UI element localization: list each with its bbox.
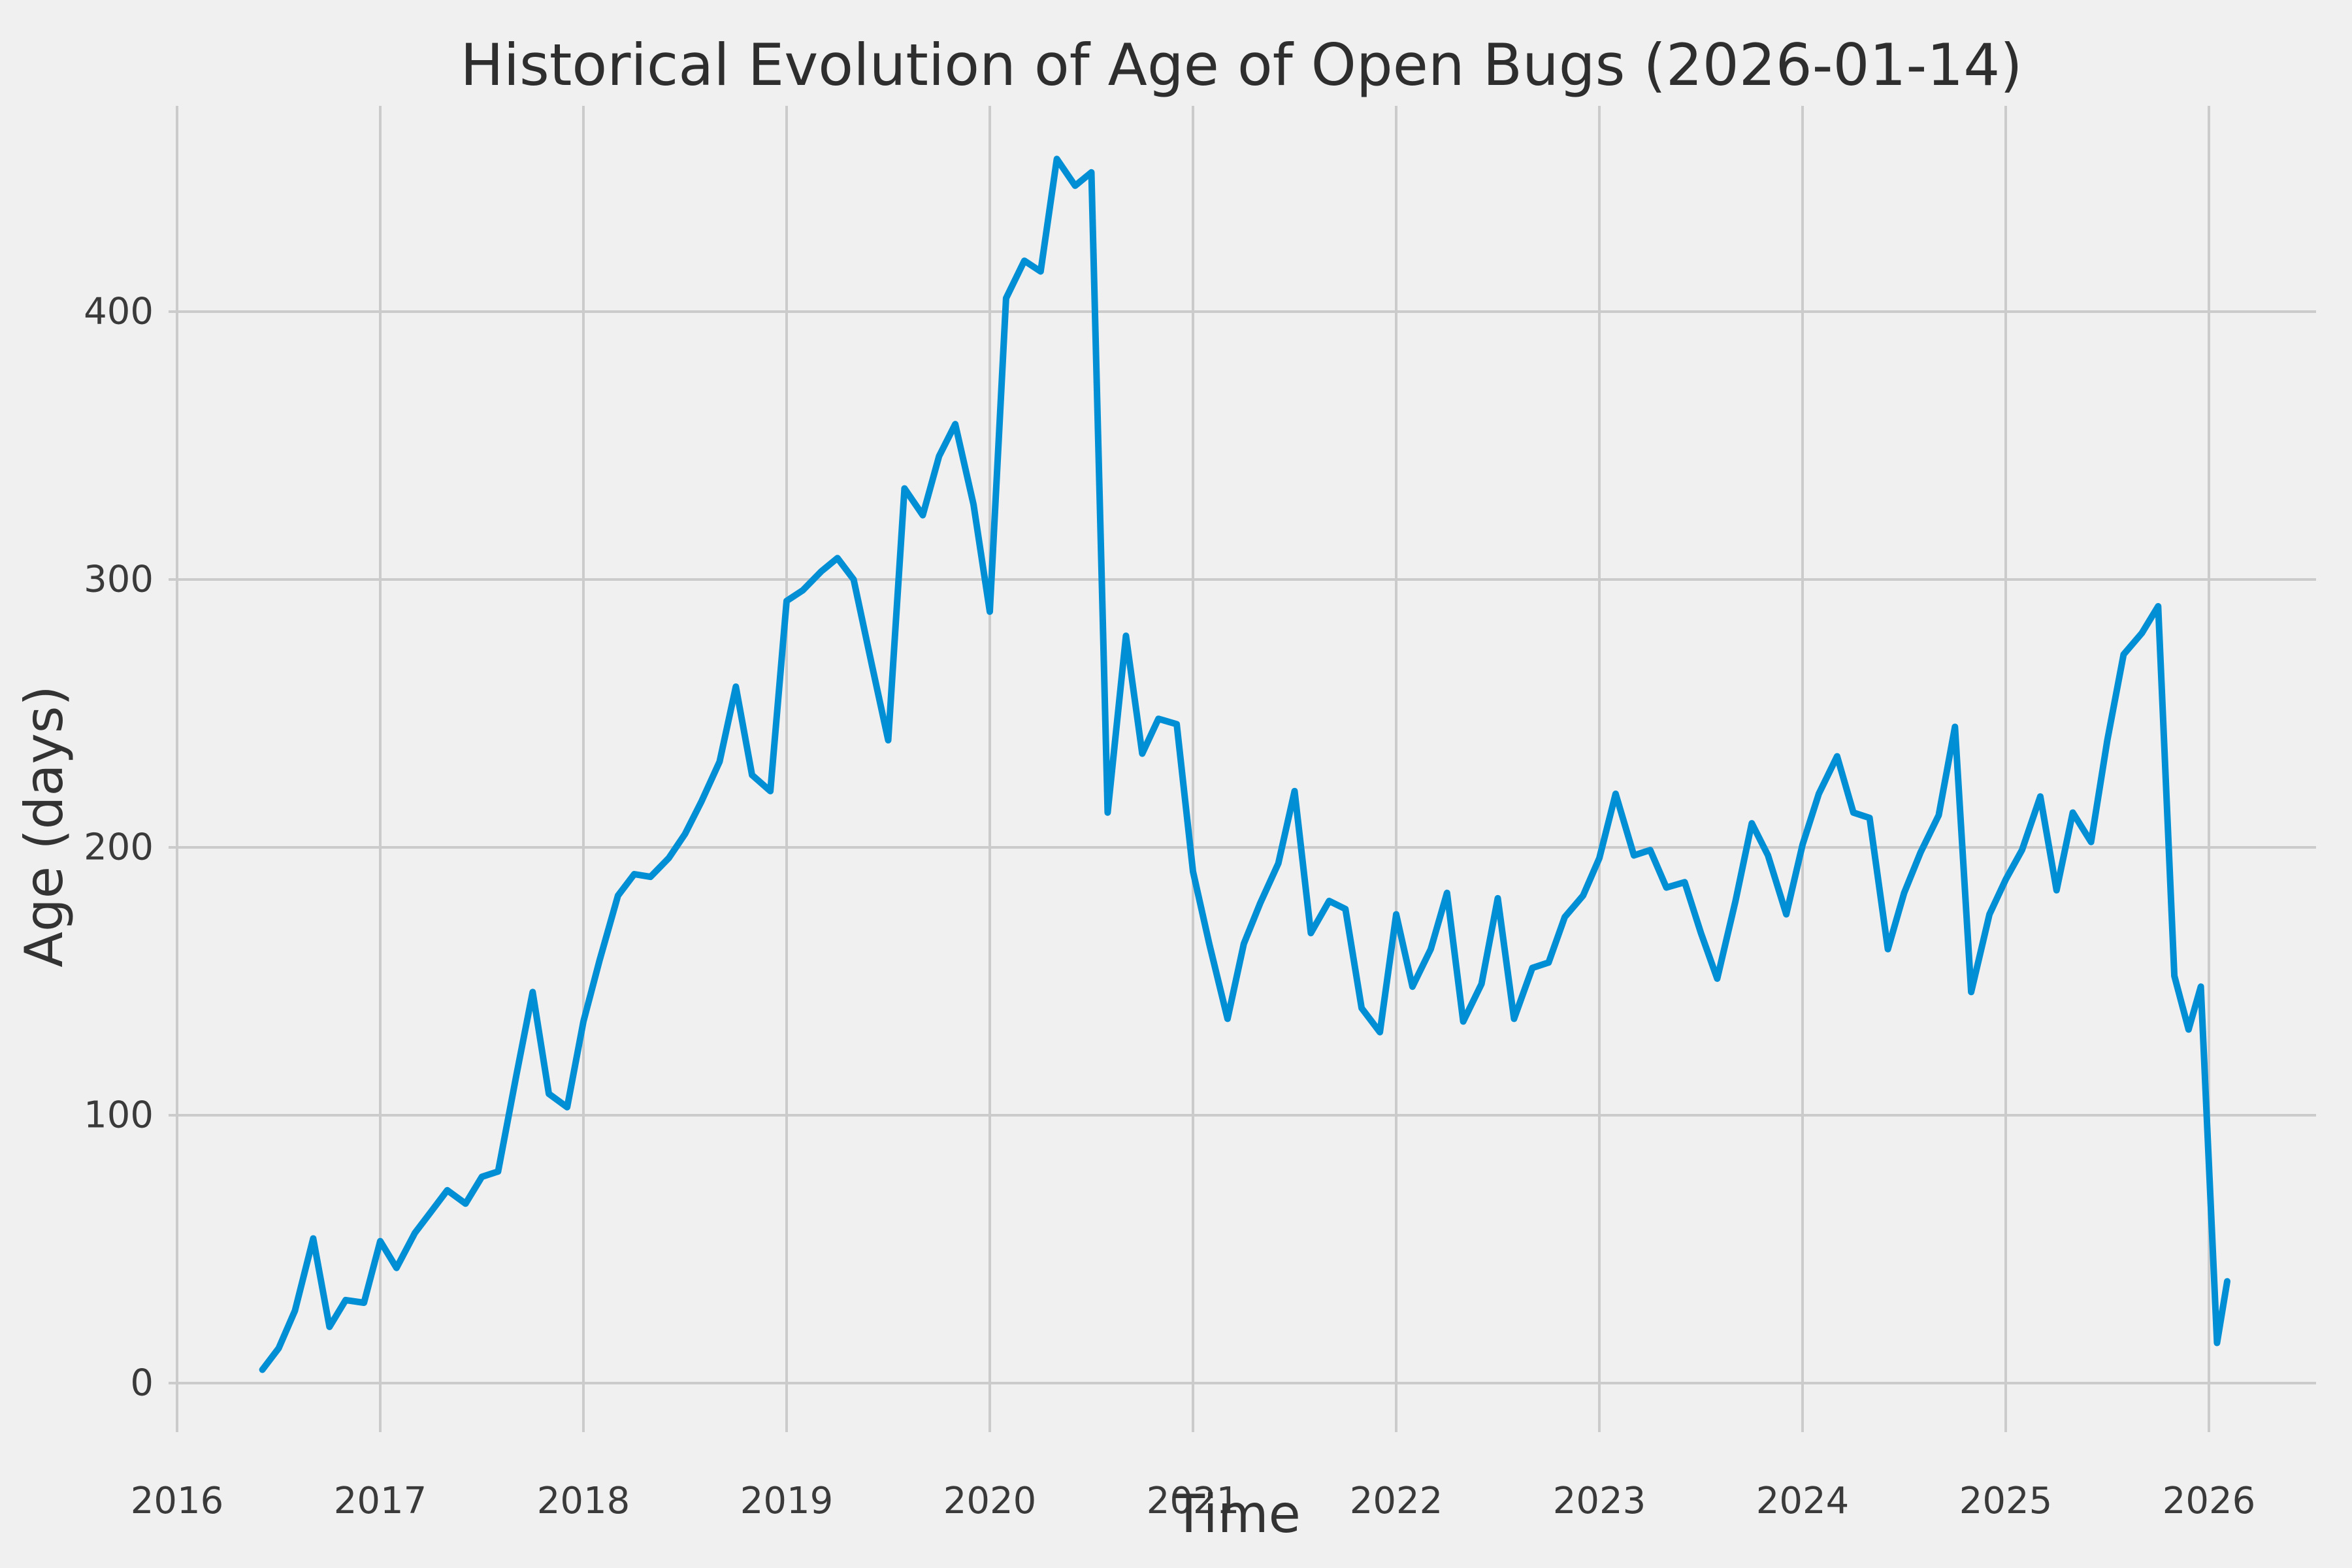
open-bug-age-polyline <box>259 155 2230 1373</box>
x-axis-label: Time <box>1172 1484 1301 1544</box>
y-axis-tick-labels: 0 100 200 300 400 <box>84 291 154 1405</box>
bug-age-line-series <box>259 155 2230 1373</box>
x-tick-label: 2017 <box>334 1480 427 1522</box>
y-tick-label: 100 <box>84 1094 154 1137</box>
x-tick-label: 2023 <box>1553 1480 1646 1522</box>
y-tick-label: 200 <box>84 826 154 869</box>
y-tick-label: 400 <box>84 291 154 333</box>
x-tick-label: 2021 <box>1147 1480 1240 1522</box>
x-tick-label: 2022 <box>1350 1480 1443 1522</box>
x-axis-tick-labels: 2016 2017 2018 2019 2020 2021 2022 2023 2024 2025… <box>131 1480 2256 1522</box>
y-tick-label: 300 <box>84 559 154 601</box>
x-tick-label: 2016 <box>131 1480 224 1522</box>
x-tick-label: 2018 <box>537 1480 630 1522</box>
chart-title: Historical Evolution of Age of Open Bugs… <box>460 31 2022 99</box>
x-tick-label: 2019 <box>740 1480 834 1522</box>
x-tick-label: 2020 <box>943 1480 1037 1522</box>
x-tick-label: 2026 <box>2163 1480 2256 1522</box>
x-tick-label: 2024 <box>1756 1480 1850 1522</box>
x-tick-label: 2025 <box>1959 1480 2053 1522</box>
y-axis-label: Age (days) <box>14 685 74 967</box>
gridlines <box>169 106 2316 1432</box>
y-tick-label: 0 <box>130 1362 154 1405</box>
